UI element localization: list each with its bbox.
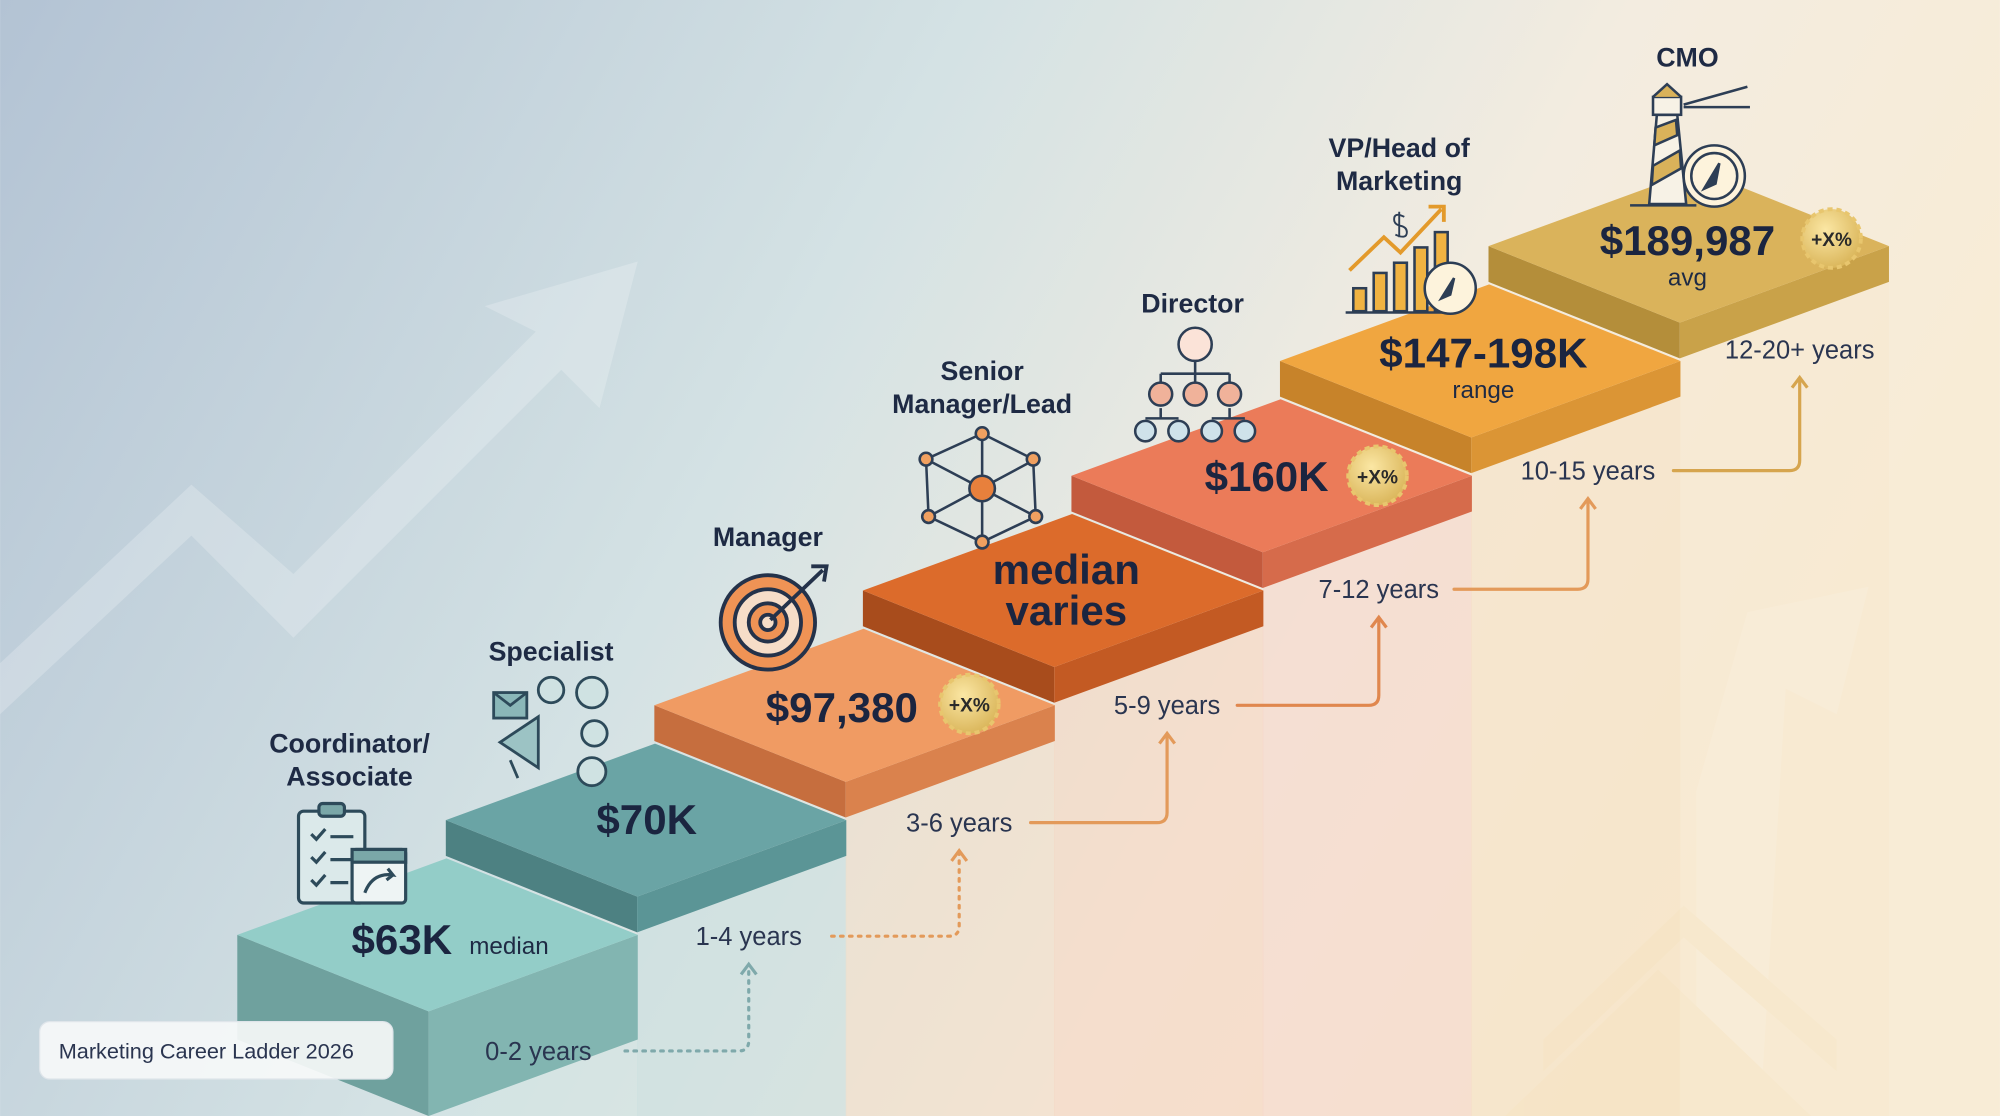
step-titles: Coordinator/ Associate Specialist Manage… bbox=[269, 42, 1718, 791]
title-specialist: Specialist bbox=[489, 637, 614, 667]
badge-manager: +X% bbox=[938, 672, 1001, 736]
step-left-face bbox=[445, 820, 638, 933]
badge-text: +X% bbox=[1811, 230, 1852, 251]
salaries: $63K median $70K $97,380 median varies $… bbox=[352, 217, 1776, 963]
arrow-up-icon bbox=[1579, 496, 1597, 510]
step-right-face bbox=[637, 820, 847, 933]
salary-senior-line1: median bbox=[993, 546, 1140, 593]
salary-senior-line2: varies bbox=[1005, 587, 1127, 634]
step-column bbox=[1262, 511, 1472, 1116]
salary-manager: $97,380 bbox=[766, 684, 918, 731]
step-block bbox=[445, 743, 847, 933]
step-right-face bbox=[1471, 360, 1681, 474]
footer-label: Marketing Career Ladder 2026 bbox=[38, 1020, 394, 1080]
salary-note-cmo: avg bbox=[1668, 265, 1707, 292]
salary-note-vp: range bbox=[1452, 377, 1514, 404]
step-block bbox=[862, 513, 1264, 703]
step-top-face bbox=[654, 628, 1055, 782]
years-director: 7-12 years bbox=[1319, 576, 1439, 604]
badge-text: +X% bbox=[1357, 467, 1398, 488]
target-icon bbox=[718, 564, 829, 672]
title-manager-lead: Manager/Lead bbox=[892, 389, 1072, 419]
step-left-face bbox=[862, 590, 1055, 703]
years-coordinator: 0-2 years bbox=[485, 1038, 591, 1066]
step-column bbox=[1471, 396, 1681, 1116]
title-vp-head-of: VP/Head of bbox=[1329, 133, 1470, 163]
title-manager: Manager bbox=[713, 522, 824, 552]
step-block bbox=[1279, 284, 1681, 474]
step-top-face bbox=[1071, 399, 1472, 553]
step-block bbox=[1071, 399, 1472, 588]
step-left-face bbox=[1279, 360, 1472, 474]
step-block bbox=[654, 628, 1055, 818]
step-right-face bbox=[1679, 246, 1889, 359]
arrow-up-icon bbox=[739, 961, 758, 976]
salary-cmo: $189,987 bbox=[1600, 217, 1776, 264]
step-left-face bbox=[1488, 246, 1680, 359]
step-top-face bbox=[862, 513, 1264, 668]
step-top-face bbox=[445, 743, 847, 897]
experience-years: 0-2 years 1-4 years 3-6 years 5-9 years … bbox=[485, 336, 1874, 1065]
step-column bbox=[1679, 281, 1889, 1116]
title-cmo: CMO bbox=[1656, 42, 1718, 72]
step-block bbox=[1488, 169, 1889, 359]
progression-connector bbox=[1235, 618, 1381, 707]
arrow-up-icon bbox=[950, 848, 969, 862]
step-right-face bbox=[428, 934, 638, 1116]
badge-director: +X% bbox=[1346, 444, 1409, 507]
progression-connector bbox=[1671, 378, 1802, 473]
step-right-face bbox=[1262, 475, 1472, 588]
years-vp: 10-15 years bbox=[1521, 458, 1656, 486]
badge-cmo: +X% bbox=[1800, 207, 1863, 270]
progression-connector bbox=[830, 851, 961, 938]
footer-label-text: Marketing Career Ladder 2026 bbox=[59, 1039, 354, 1064]
salary-coordinator: $63K bbox=[352, 916, 453, 963]
step-top-face bbox=[1279, 284, 1681, 438]
salary-vp: $147-198K bbox=[1379, 329, 1587, 376]
years-specialist: 1-4 years bbox=[696, 923, 802, 951]
megaphone-social-icon bbox=[492, 675, 609, 788]
arrow-up-icon bbox=[1158, 730, 1177, 745]
title-director: Director bbox=[1141, 288, 1244, 318]
salary-note-coordinator: median bbox=[469, 933, 548, 960]
org-chart-icon bbox=[1133, 326, 1257, 443]
growth-chart-compass-icon bbox=[1345, 204, 1478, 316]
salary-director: $160K bbox=[1205, 453, 1329, 500]
title-associate: Associate bbox=[286, 762, 412, 792]
salary-specialist: $70K bbox=[596, 796, 697, 843]
step-top-face bbox=[237, 858, 638, 1012]
title-marketing: Marketing bbox=[1336, 166, 1462, 196]
clipboard-calendar-icon bbox=[296, 801, 408, 905]
step-column bbox=[1054, 626, 1264, 1116]
arrow-up-icon bbox=[1790, 374, 1809, 389]
network-icon bbox=[918, 425, 1044, 550]
years-manager: 3-6 years bbox=[906, 810, 1012, 838]
progression-connector bbox=[1452, 499, 1590, 591]
title-senior: Senior bbox=[940, 356, 1024, 386]
step-left-face bbox=[654, 705, 846, 818]
title-coordinator: Coordinator/ bbox=[269, 729, 430, 759]
years-cmo: 12-20+ years bbox=[1725, 336, 1875, 364]
step-left-face bbox=[1071, 475, 1263, 588]
step-right-face bbox=[1054, 590, 1264, 703]
step-right-face bbox=[845, 705, 1055, 818]
step-top-face bbox=[1488, 169, 1889, 323]
progression-connector bbox=[1029, 734, 1169, 825]
lighthouse-compass-icon bbox=[1630, 82, 1750, 208]
arrow-up-icon bbox=[1369, 614, 1388, 629]
years-senior: 5-9 years bbox=[1114, 692, 1220, 720]
badge-text: +X% bbox=[949, 696, 990, 717]
